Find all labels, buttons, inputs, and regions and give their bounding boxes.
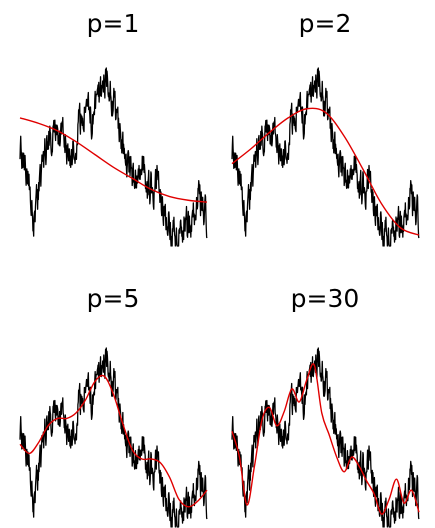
data-series-line — [231, 67, 420, 247]
data-series-line — [231, 347, 420, 528]
data-series-line — [19, 347, 208, 528]
panel-p1: p=1 — [19, 9, 208, 247]
panel-title: p=1 — [87, 9, 140, 38]
panel-title: p=2 — [299, 9, 352, 38]
panel-p5: p=5 — [19, 284, 208, 528]
panel-title: p=30 — [291, 284, 360, 313]
fit-series-line — [231, 363, 420, 515]
fit-series-line — [231, 107, 420, 236]
panel-p2: p=2 — [231, 9, 420, 247]
panel-title: p=5 — [87, 284, 140, 313]
fit-series-line — [19, 117, 208, 203]
fit-series-line — [19, 374, 208, 508]
panel-p30: p=30 — [231, 284, 420, 528]
data-series-line — [19, 67, 208, 247]
